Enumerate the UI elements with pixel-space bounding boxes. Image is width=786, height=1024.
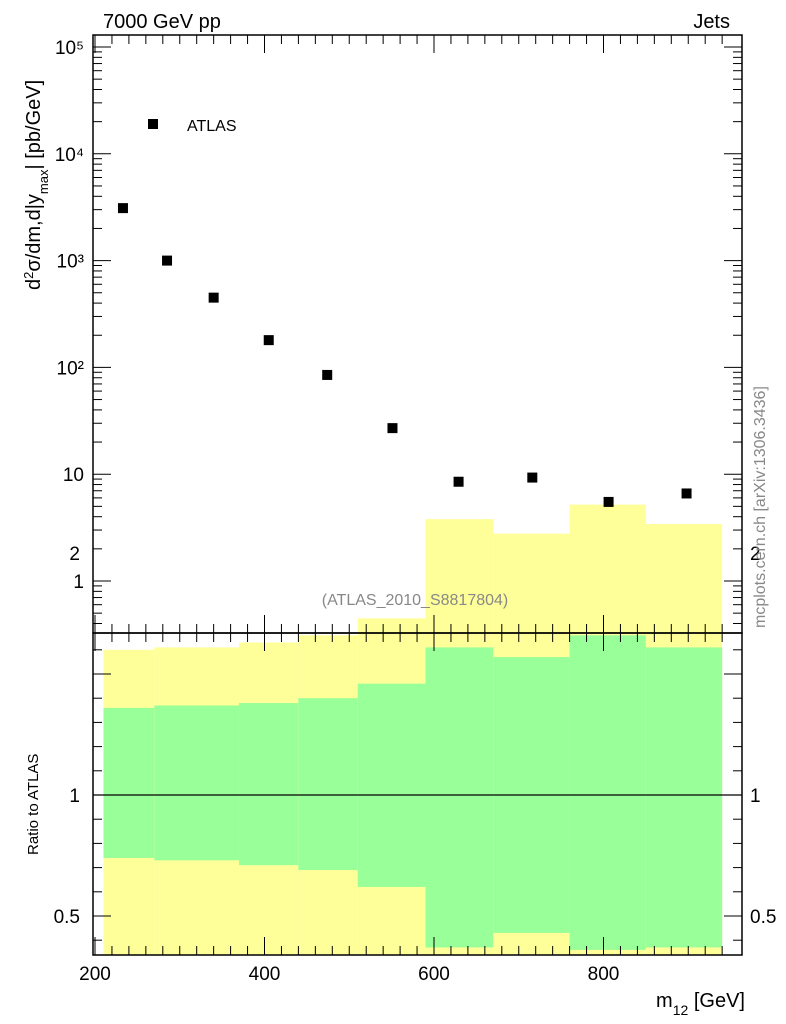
- y-tick-label: 1: [73, 572, 84, 593]
- data-point: [263, 335, 274, 346]
- data-point: [453, 476, 464, 487]
- y-tick-label: 10²: [57, 358, 84, 379]
- data-point: [527, 472, 538, 483]
- data-points: [117, 203, 692, 507]
- y-tick-label: 10³: [57, 252, 84, 273]
- ratio-y-tick-label-right: 2: [750, 544, 761, 565]
- energy-label: 7000 GeV pp: [103, 11, 221, 33]
- data-point: [387, 423, 398, 434]
- band-inner-bin: [357, 683, 426, 887]
- legend-marker: [148, 119, 158, 129]
- watermark: mcplots.cern.ch [arXiv:1306.3436]: [752, 386, 769, 628]
- data-point: [603, 496, 614, 507]
- data-point: [117, 203, 128, 214]
- band-inner-bin: [154, 705, 240, 861]
- legend-label: ATLAS: [187, 118, 237, 135]
- ratio-y-tick-label-left: 0.5: [54, 907, 80, 928]
- process-label: Jets: [693, 11, 730, 33]
- x-tick-label: 600: [418, 964, 450, 985]
- ratio-y-tick-label-left: 2: [69, 544, 80, 565]
- data-point: [322, 369, 333, 380]
- ratio-y-tick-label-right: 0.5: [750, 907, 776, 928]
- analysis-label: (ATLAS_2010_S8817804): [322, 592, 509, 609]
- data-point: [681, 488, 692, 499]
- y-tick-label: 10⁴: [55, 145, 84, 166]
- ratio-xlabel: m12 [GeV]: [656, 990, 745, 1018]
- y-tick-label: 10: [63, 465, 84, 486]
- x-tick-label: 200: [79, 964, 111, 985]
- data-point: [162, 255, 173, 266]
- x-tick-label: 800: [588, 964, 620, 985]
- ratio-ylabel: Ratio to ATLAS: [25, 754, 42, 855]
- band-inner-bin: [298, 698, 358, 871]
- y-tick-label: 10⁵: [55, 38, 84, 59]
- band-inner-bin: [239, 703, 299, 866]
- axis-ticks: [93, 35, 742, 955]
- ratio-bands: [103, 504, 723, 955]
- band-inner-bin: [645, 647, 723, 948]
- data-point: [208, 292, 219, 303]
- ratio-y-tick-label-right: 1: [750, 786, 761, 807]
- band-inner-bin: [425, 647, 494, 948]
- ratio-y-tick-label-left: 1: [69, 786, 80, 807]
- band-inner-bin: [569, 635, 646, 950]
- main-ylabel: d2σ/dm,d|ymax| [pb/GeV]: [21, 80, 51, 290]
- band-inner-bin: [103, 707, 155, 858]
- tick-labels: 200 400 600 800 1 10 10² 10³ 10⁴ 10⁵ 0.5 0.5 1 1 2 2: [54, 38, 777, 985]
- x-tick-label: 400: [249, 964, 281, 985]
